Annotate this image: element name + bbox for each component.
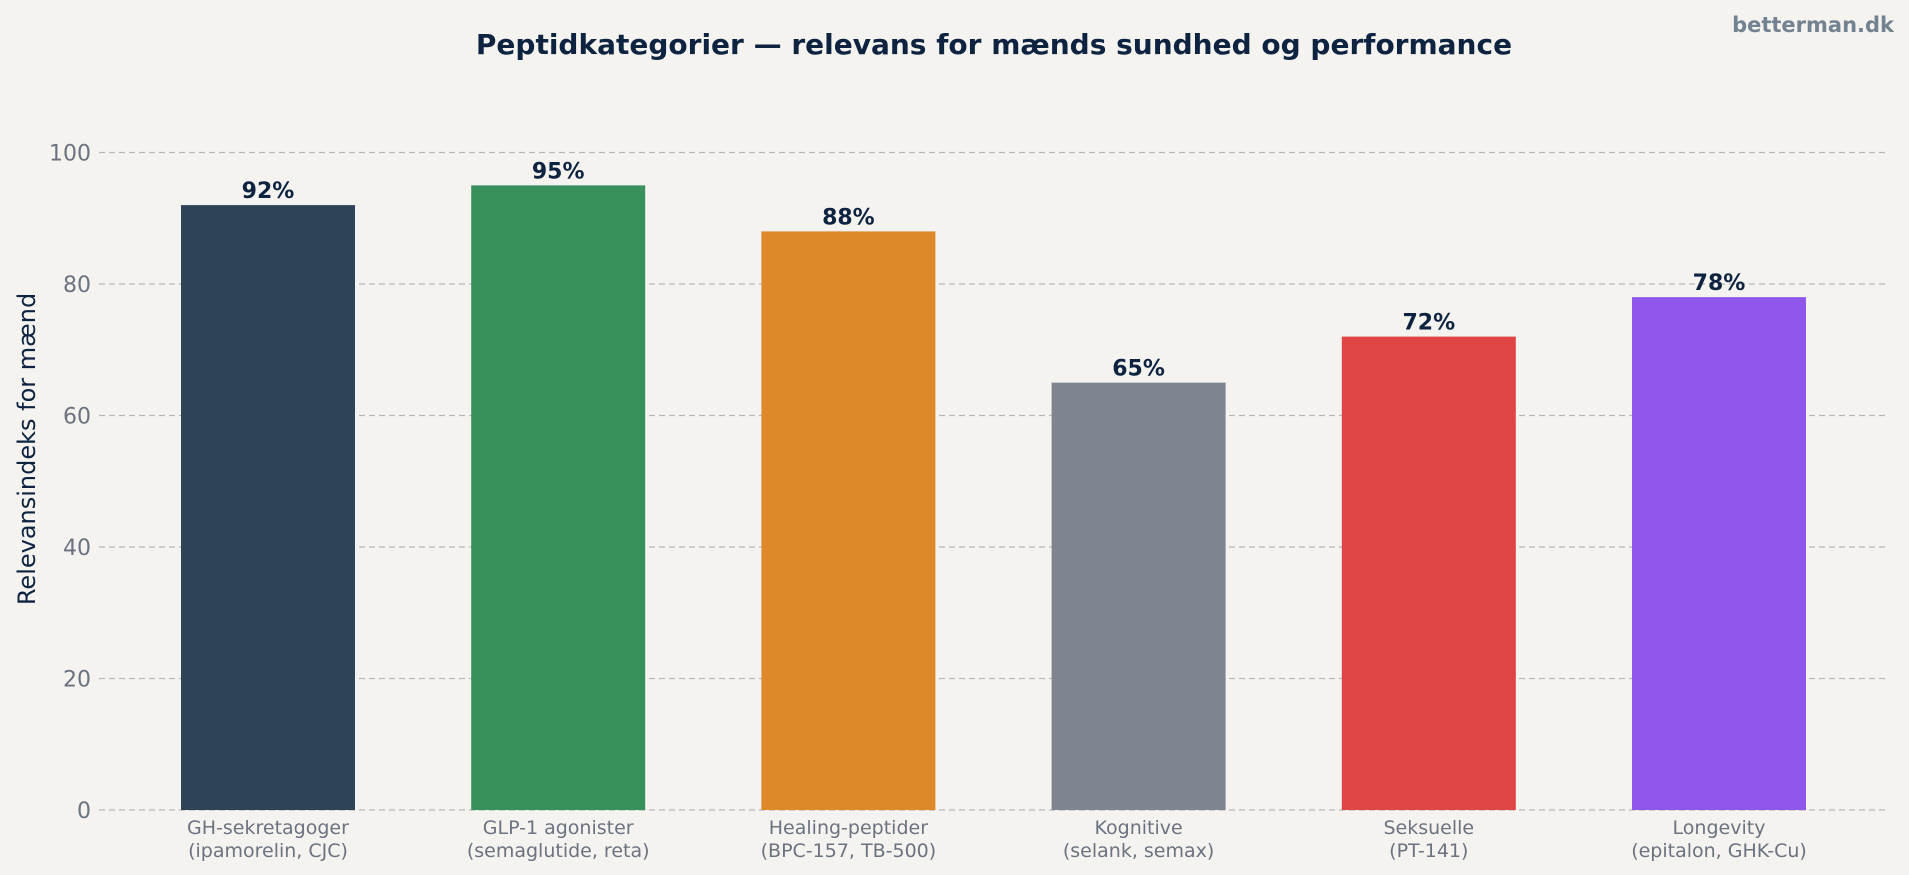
value-label: 65% (1112, 357, 1165, 382)
brand-watermark: betterman.dk (1732, 13, 1895, 37)
bars (181, 185, 1806, 811)
value-label: 95% (532, 159, 585, 184)
value-labels: 92% 95% 88% 65% 72% 78% (242, 159, 1746, 381)
value-label: 88% (822, 205, 875, 230)
x-tick-label: Seksuelle (1383, 817, 1474, 839)
bar (1051, 382, 1226, 810)
value-label: 92% (242, 179, 295, 204)
x-tick-label: (BPC-157, TB-500) (761, 840, 937, 862)
x-tick-label: (PT-141) (1389, 840, 1468, 862)
y-tick-label: 60 (63, 405, 91, 430)
chart-title: Peptidkategorier — relevans for mænds su… (476, 28, 1512, 61)
x-tick-label: (selank, semax) (1063, 840, 1214, 862)
x-tick-label: Kognitive (1095, 817, 1183, 839)
x-axis-ticks: GH-sekretagoger(ipamorelin, CJC) GLP-1 ag… (187, 817, 1807, 862)
x-tick-label: (epitalon, GHK-Cu) (1631, 840, 1807, 862)
x-tick-label: (semaglutide, reta) (467, 840, 650, 862)
y-axis-label: Relevansindeks for mænd (13, 293, 41, 605)
grid-lines (99, 151, 1886, 811)
x-tick-label: Healing-peptider (769, 817, 928, 839)
x-tick-label: GH-sekretagoger (187, 817, 349, 839)
y-tick-label: 80 (63, 273, 91, 298)
y-tick-label: 100 (49, 142, 91, 167)
value-label: 78% (1693, 271, 1746, 296)
bar (181, 205, 355, 811)
bar (1341, 336, 1516, 810)
y-tick-label: 20 (63, 668, 91, 693)
x-tick-label: GLP-1 agonister (483, 817, 634, 839)
x-tick-label: (ipamorelin, CJC) (188, 840, 348, 862)
bar (1632, 297, 1806, 810)
y-tick-label: 0 (77, 799, 91, 824)
y-axis-ticks: 0 20 40 60 80 100 (49, 142, 91, 825)
bar (761, 231, 936, 810)
value-label: 72% (1402, 311, 1455, 336)
x-tick-label: Longevity (1673, 817, 1766, 839)
y-tick-label: 40 (63, 536, 91, 561)
bar (471, 185, 646, 810)
